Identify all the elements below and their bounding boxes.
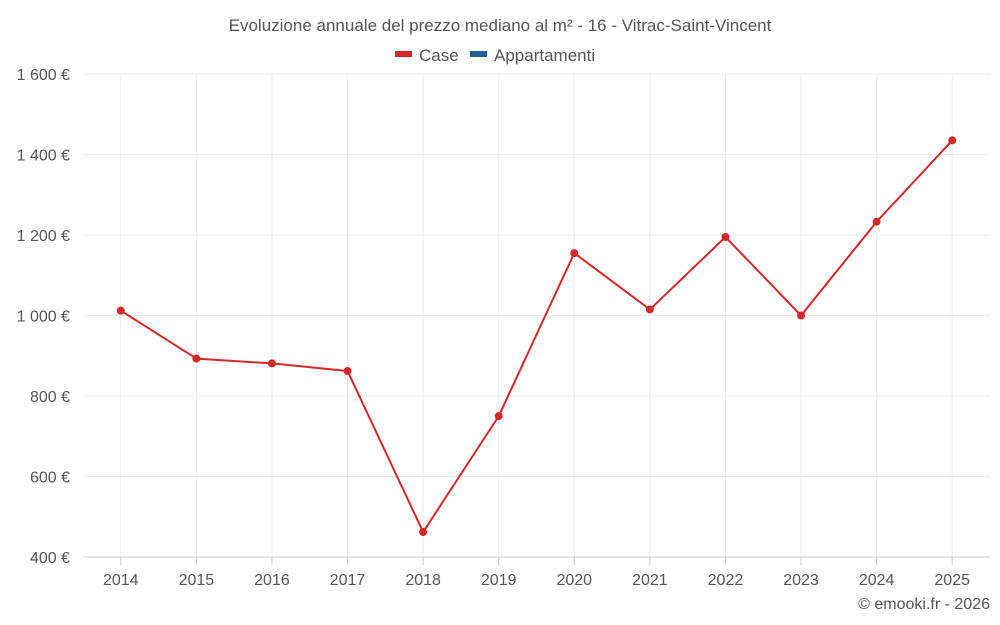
y-tick-label: 1 000 € [17, 309, 70, 326]
y-tick-label: 1 200 € [17, 228, 70, 245]
x-tick-label: 2017 [330, 572, 366, 589]
data-point-case[interactable] [267, 359, 276, 368]
x-tick-label: 2015 [179, 572, 215, 589]
x-tick-label: 2022 [708, 572, 744, 589]
legend-swatch-case [395, 51, 412, 57]
data-point-case[interactable] [494, 412, 503, 421]
legend: Case Appartamenti [395, 46, 595, 65]
data-point-case[interactable] [721, 233, 730, 242]
y-tick-label: 800 € [30, 389, 70, 406]
y-axis: 400 € 600 € 800 € 1 000 € 1 200 € 1 400 € 1 60… [17, 67, 70, 567]
series-case [116, 136, 957, 537]
grid [83, 73, 990, 558]
data-point-case[interactable] [570, 249, 579, 258]
data-point-case[interactable] [343, 367, 352, 376]
x-tick-label: 2025 [934, 572, 970, 589]
data-point-case[interactable] [645, 305, 654, 314]
x-tick-label: 2019 [481, 572, 517, 589]
series-line-case [120, 139, 953, 534]
data-point-case[interactable] [948, 136, 957, 145]
chart-title: Evoluzione annuale del prezzo mediano al… [229, 16, 772, 35]
x-tick-label: 2020 [556, 572, 592, 589]
legend-label-appartamenti[interactable]: Appartamenti [494, 46, 595, 65]
x-tick-label: 2018 [405, 572, 441, 589]
y-tick-label: 1 600 € [17, 67, 70, 84]
data-point-case[interactable] [872, 217, 881, 226]
y-tick-label: 600 € [30, 470, 70, 487]
y-tick-label: 1 400 € [17, 148, 70, 165]
x-tick-label: 2014 [103, 572, 139, 589]
x-tick-label: 2016 [254, 572, 290, 589]
x-tick-label: 2023 [783, 572, 819, 589]
data-point-case[interactable] [116, 306, 125, 315]
data-point-case[interactable] [192, 354, 201, 363]
x-tick-label: 2021 [632, 572, 668, 589]
legend-label-case[interactable]: Case [419, 46, 459, 65]
x-tick-label: 2024 [859, 572, 895, 589]
x-axis: 2014 2015 2016 2017 2018 2019 2020 2021 2022 2023… [83, 556, 990, 589]
y-tick-label: 400 € [30, 550, 70, 567]
credit-text: © emooki.fr - 2026 [858, 596, 990, 613]
data-point-case[interactable] [419, 528, 428, 537]
legend-swatch-appartamenti [470, 51, 487, 57]
data-point-case[interactable] [797, 311, 806, 320]
